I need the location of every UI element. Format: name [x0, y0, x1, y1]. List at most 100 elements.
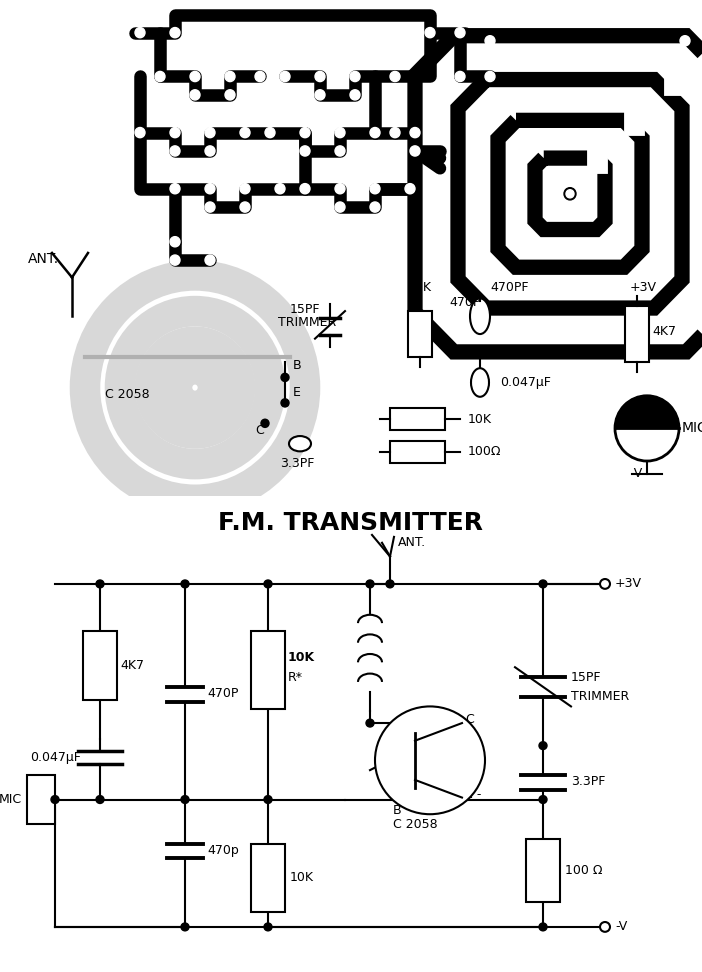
Bar [526, 839, 560, 902]
Text: 470p: 470p [207, 844, 239, 857]
Text: ANT.: ANT. [398, 537, 426, 549]
Circle shape [190, 71, 200, 82]
Circle shape [370, 184, 380, 193]
Bar [625, 306, 649, 363]
Circle shape [350, 89, 360, 100]
Text: 3.3PF: 3.3PF [280, 457, 314, 470]
Text: C: C [255, 424, 264, 436]
Text: 4K7: 4K7 [120, 659, 144, 672]
Circle shape [205, 202, 215, 212]
Circle shape [275, 184, 285, 193]
Circle shape [335, 146, 345, 156]
Circle shape [600, 579, 610, 589]
Text: 470PF: 470PF [490, 281, 529, 294]
Circle shape [539, 580, 547, 588]
Bar [390, 408, 445, 431]
Bar [27, 775, 55, 824]
Circle shape [375, 707, 485, 815]
Text: B: B [392, 805, 401, 817]
Text: +3V: +3V [615, 577, 642, 590]
Circle shape [240, 202, 250, 212]
Circle shape [485, 71, 495, 82]
Circle shape [96, 580, 104, 588]
Circle shape [390, 71, 400, 82]
Circle shape [240, 127, 250, 138]
Circle shape [225, 89, 235, 100]
Circle shape [315, 89, 325, 100]
Text: 15PF: 15PF [571, 671, 602, 683]
Text: 3.3PF: 3.3PF [571, 776, 605, 788]
Circle shape [96, 796, 104, 804]
Text: C 2058: C 2058 [105, 388, 150, 400]
Circle shape [281, 399, 289, 407]
Circle shape [225, 71, 235, 82]
Text: 470P: 470P [449, 296, 481, 309]
Bar [251, 844, 285, 912]
Circle shape [181, 923, 189, 931]
Circle shape [170, 127, 180, 138]
Circle shape [370, 202, 380, 212]
Circle shape [170, 184, 180, 193]
Text: 10K: 10K [290, 872, 314, 885]
Circle shape [170, 27, 180, 38]
Ellipse shape [471, 368, 489, 397]
Circle shape [350, 27, 360, 38]
Text: 10K: 10K [468, 413, 492, 426]
Text: 10K: 10K [408, 281, 432, 294]
Circle shape [261, 419, 269, 428]
Text: 0.047μF: 0.047μF [500, 376, 551, 389]
Circle shape [350, 71, 360, 82]
Circle shape [485, 36, 495, 46]
Text: +3V: +3V [630, 281, 657, 294]
Circle shape [370, 127, 380, 138]
Circle shape [455, 71, 465, 82]
Circle shape [615, 396, 679, 461]
Circle shape [335, 202, 345, 212]
Bar [83, 631, 117, 700]
Text: F.M. TRANSMITTER: F.M. TRANSMITTER [218, 511, 484, 536]
Text: 100Ω: 100Ω [468, 445, 501, 459]
Circle shape [170, 236, 180, 247]
Text: E: E [293, 386, 301, 399]
Text: C: C [465, 712, 474, 726]
Bar [390, 440, 445, 463]
Circle shape [181, 796, 189, 804]
Circle shape [315, 71, 325, 82]
Circle shape [190, 89, 200, 100]
Ellipse shape [289, 436, 311, 451]
Circle shape [280, 71, 290, 82]
Text: 0.047μF: 0.047μF [30, 751, 81, 764]
Text: -V: -V [630, 468, 642, 480]
Circle shape [410, 127, 420, 138]
Circle shape [205, 146, 215, 156]
Circle shape [425, 27, 435, 38]
Text: 15PF: 15PF [290, 303, 321, 316]
Circle shape [135, 127, 145, 138]
Circle shape [300, 146, 310, 156]
Circle shape [366, 580, 374, 588]
Text: R*: R* [288, 671, 303, 683]
Text: 10K: 10K [288, 651, 315, 664]
Circle shape [539, 742, 547, 749]
Circle shape [539, 923, 547, 931]
Circle shape [335, 184, 345, 193]
Text: MIC: MIC [682, 422, 702, 435]
Circle shape [255, 71, 265, 82]
Circle shape [566, 190, 574, 198]
Circle shape [386, 580, 394, 588]
Circle shape [205, 127, 215, 138]
Text: B: B [293, 360, 302, 372]
Text: 4K7: 4K7 [652, 325, 676, 338]
Circle shape [205, 255, 215, 265]
Text: -V: -V [615, 920, 628, 933]
Circle shape [455, 27, 465, 38]
Ellipse shape [470, 298, 490, 334]
Text: TRIMMER: TRIMMER [278, 317, 336, 330]
Circle shape [205, 184, 215, 193]
Circle shape [281, 373, 289, 381]
Circle shape [135, 27, 145, 38]
Circle shape [265, 127, 275, 138]
Circle shape [366, 719, 374, 727]
Circle shape [410, 146, 420, 156]
Text: ANT.: ANT. [28, 252, 59, 266]
